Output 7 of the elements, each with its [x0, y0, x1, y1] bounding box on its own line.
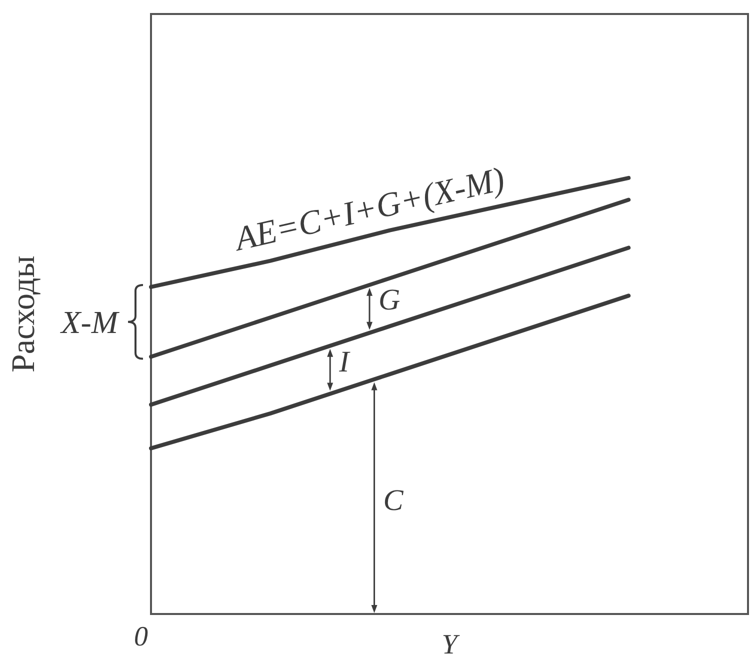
y-axis-title: Расходы	[6, 256, 42, 372]
text: X-M	[59, 304, 120, 340]
annotation: I	[338, 345, 352, 378]
annotation: G	[378, 283, 400, 316]
annotation: C	[383, 484, 404, 518]
text: 0	[134, 622, 148, 652]
x-axis-title: Y	[442, 630, 461, 656]
